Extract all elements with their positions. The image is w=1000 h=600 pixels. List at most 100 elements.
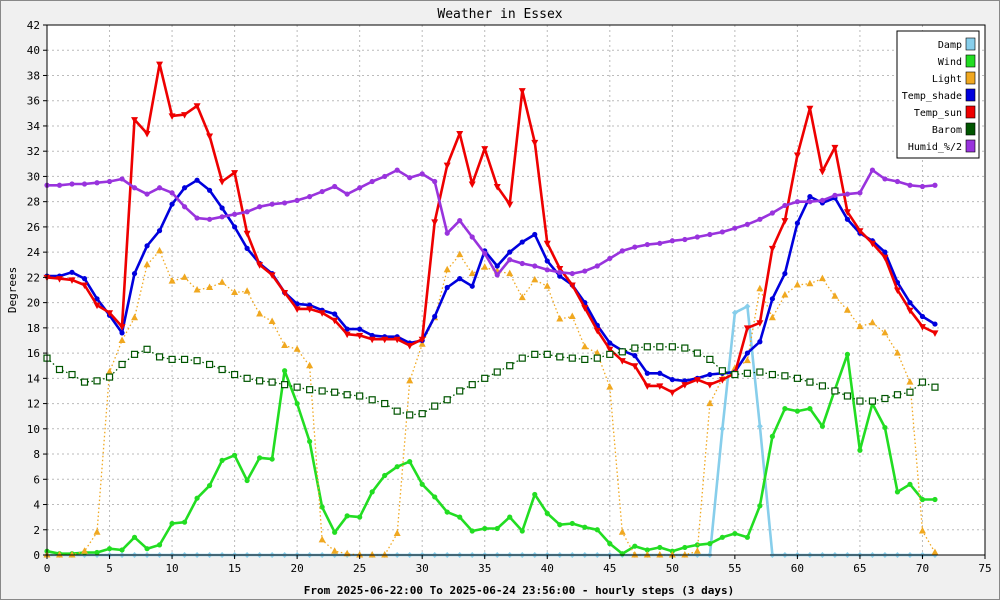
data-point-humid-2: [444, 230, 450, 236]
data-point-barom: [681, 344, 689, 352]
data-point-humid-2: [519, 260, 525, 267]
series-light: [43, 246, 939, 558]
data-point-barom: [818, 382, 827, 390]
data-point-humid-2: [106, 178, 113, 185]
data-point-barom: [831, 387, 839, 395]
data-point-temp-sun: [231, 170, 239, 177]
legend-swatch: [965, 88, 976, 102]
y-tick-label: 12: [27, 398, 40, 411]
data-point-wind: [419, 481, 425, 487]
data-point-temp-shade: [457, 276, 463, 282]
data-point-temp-sun: [506, 201, 514, 209]
legend-swatch: [965, 122, 976, 136]
data-point-temp-sun: [756, 320, 764, 327]
data-point-temp-shade: [194, 177, 200, 183]
chart-title: Weather in Essex: [437, 7, 562, 22]
data-point-wind: [844, 351, 851, 357]
legend-swatch: [965, 139, 976, 153]
data-point-light: [418, 340, 426, 347]
data-point-light: [881, 328, 889, 336]
data-point-damp: [744, 303, 751, 310]
y-tick-label: 2: [33, 524, 40, 537]
data-point-wind: [156, 542, 163, 548]
data-point-temp-sun: [593, 327, 601, 335]
data-point-wind: [644, 547, 650, 553]
data-point-humid-2: [119, 176, 125, 182]
data-point-light: [243, 287, 251, 294]
data-point-wind: [544, 510, 550, 516]
data-point-humid-2: [894, 178, 901, 185]
data-point-temp-sun: [806, 105, 814, 113]
data-point-barom: [130, 350, 139, 358]
plot-frame: [46, 24, 986, 556]
data-point-barom: [568, 354, 576, 362]
data-point-light: [318, 535, 326, 543]
data-point-temp-sun: [481, 146, 489, 153]
y-tick-label: 22: [27, 271, 40, 284]
y-tick-label: 24: [27, 246, 41, 259]
data-point-light: [618, 528, 626, 535]
data-point-temp-shade: [769, 296, 775, 302]
legend-swatch: [965, 54, 976, 68]
data-point-wind: [819, 423, 826, 429]
data-point-wind: [432, 494, 438, 500]
plot-area: [47, 25, 985, 555]
data-point-light: [256, 309, 264, 317]
data-point-humid-2: [219, 214, 225, 220]
data-point-temp-sun: [281, 290, 289, 297]
data-point-barom: [93, 377, 101, 385]
data-point-humid-2: [507, 257, 513, 263]
x-tick-label: 70: [916, 562, 929, 575]
y-tick-label: 36: [27, 95, 40, 108]
data-point-humid-2: [819, 197, 826, 204]
data-point-light: [131, 313, 139, 321]
data-point-wind: [682, 544, 688, 551]
data-point-temp-shade: [244, 245, 250, 251]
data-point-barom: [556, 353, 564, 361]
data-point-humid-2: [282, 200, 288, 206]
data-point-wind: [757, 503, 763, 509]
data-point-wind: [106, 546, 113, 552]
data-point-temp-shade: [932, 321, 938, 327]
data-point-temp-sun: [856, 228, 864, 235]
legend-swatch: [965, 105, 976, 119]
data-point-temp-shade: [344, 326, 350, 332]
data-point-temp-shade: [119, 330, 125, 336]
data-point-temp-sun: [456, 131, 464, 138]
data-point-humid-2: [544, 267, 550, 273]
series-humid-2: [44, 167, 938, 278]
data-point-temp-shade: [206, 187, 213, 193]
data-point-humid-2: [757, 216, 763, 222]
data-point-barom: [543, 350, 551, 358]
data-point-barom: [443, 396, 451, 404]
data-point-barom: [218, 365, 226, 374]
data-point-barom: [180, 355, 189, 364]
data-point-temp-sun: [368, 336, 376, 344]
data-point-humid-2: [94, 180, 100, 186]
data-point-light: [743, 356, 751, 364]
data-point-damp: [719, 425, 726, 432]
y-tick-label: 14: [27, 372, 41, 385]
data-point-light: [156, 246, 164, 254]
data-point-temp-sun: [681, 382, 689, 389]
data-point-light: [81, 547, 89, 554]
data-point-light: [193, 286, 201, 293]
data-point-humid-2: [206, 216, 213, 222]
data-point-barom: [356, 392, 364, 400]
data-point-barom: [931, 383, 939, 391]
data-point-barom: [481, 374, 489, 382]
legend-box: [896, 30, 980, 159]
data-point-temp-sun: [406, 343, 414, 350]
data-point-temp-shade: [744, 350, 750, 356]
x-tick-label: 30: [416, 562, 429, 575]
data-point-barom: [155, 353, 164, 361]
data-point-temp-shade: [219, 205, 225, 211]
data-point-temp-sun: [631, 363, 639, 370]
data-point-wind: [482, 525, 488, 532]
legend-swatch: [965, 37, 976, 51]
data-point-humid-2: [56, 182, 63, 188]
data-point-temp-sun: [418, 336, 426, 344]
data-point-wind: [94, 549, 100, 556]
data-point-barom: [881, 394, 889, 403]
